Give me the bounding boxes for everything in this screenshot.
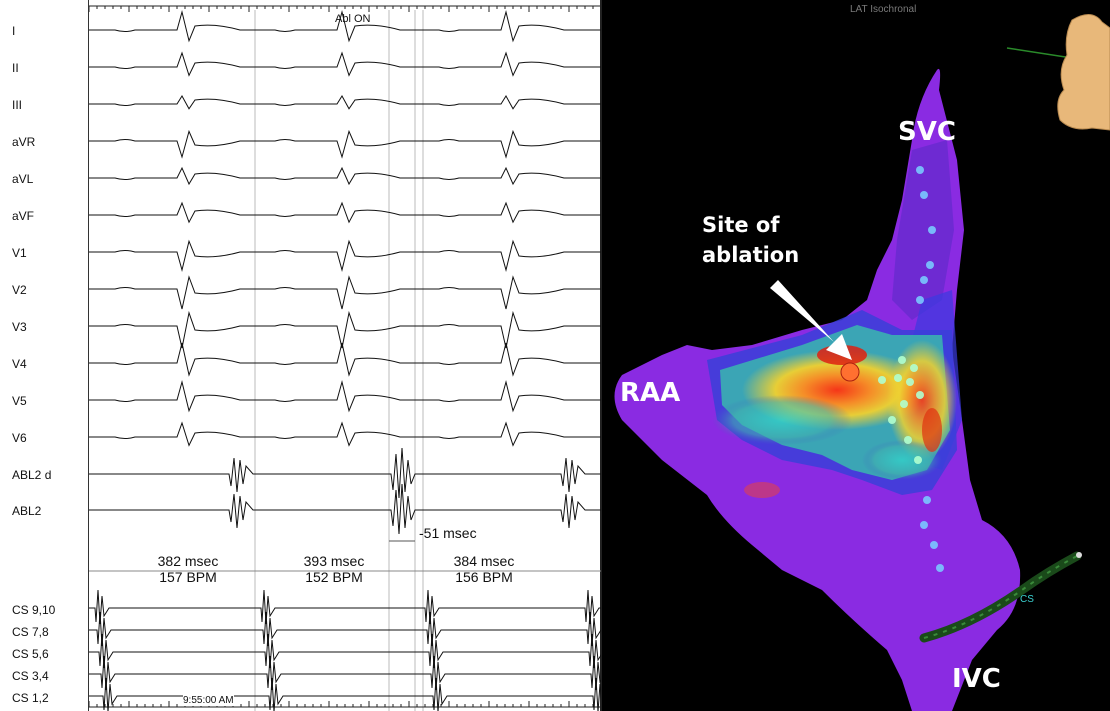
lead-label-III: III: [12, 98, 23, 112]
lead-label-V6: V6: [12, 431, 27, 445]
ecg-trace-9: [89, 342, 601, 377]
lead-label-cs910: CS 9,10: [12, 603, 56, 617]
cs-trace-4: [89, 677, 601, 711]
lead-label-V4: V4: [12, 357, 27, 371]
orientation-figure: [1057, 14, 1110, 131]
interval-1-msec: 382 msec: [157, 553, 219, 569]
atrium-map-svg: LAT Isochronal: [614, 4, 1110, 711]
interval-1: 382 msec 157 BPM: [133, 553, 243, 585]
map-header: LAT Isochronal: [850, 4, 916, 15]
interval-2-bpm: 152 BPM: [305, 569, 363, 585]
abl-trace-1: [89, 483, 601, 535]
lead-labels: I II III aVR aVL aVF V1 V2 V3 V4 V5 V6 A…: [0, 0, 88, 711]
activation-map: LAT Isochronal: [602, 0, 1110, 711]
site-label-line2: ablation: [702, 243, 800, 267]
ecg-trace-7: [89, 275, 601, 310]
lead-label-I: I: [12, 24, 16, 38]
ecg-panel: Abl ON -51 msec 382 msec 157 BPM 393 mse…: [88, 0, 602, 711]
ecg-trace-5: [89, 201, 601, 224]
lead-label-cs34: CS 3,4: [12, 669, 49, 683]
abl-trace-0: [89, 447, 601, 499]
mapping-points: [916, 166, 944, 572]
ecg-trace-10: [89, 380, 601, 413]
ecg-trace-2: [89, 95, 601, 110]
site-of-ablation-label: Site of ablation: [702, 210, 799, 270]
lead-label-V1: V1: [12, 246, 27, 260]
ecg-trace-11: [89, 421, 601, 447]
ecg-trace-0: [89, 10, 601, 43]
interval-3: 384 msec 156 BPM: [429, 553, 539, 585]
interval-2: 393 msec 152 BPM: [279, 553, 389, 585]
lead-label-II: II: [12, 61, 19, 75]
lead-label-aVF: aVF: [12, 209, 35, 223]
lead-label-aVR: aVR: [12, 135, 36, 149]
ecg-traces: [89, 5, 601, 711]
lead-label-aVL: aVL: [12, 172, 34, 186]
cs-trace-3: [89, 655, 601, 691]
cs-label: CS: [1020, 594, 1034, 605]
interval-3-msec: 384 msec: [453, 553, 515, 569]
interval-1-bpm: 157 BPM: [159, 569, 217, 585]
ecg-trace-4: [89, 166, 601, 186]
ecg-trace-3: [89, 129, 601, 159]
ablation-site-marker: [840, 362, 860, 382]
site-label-line1: Site of: [702, 213, 780, 237]
cs-trace-2: [89, 633, 601, 669]
svc-label: SVC: [898, 117, 956, 147]
lead-label-cs78: CS 7,8: [12, 625, 49, 639]
interval-2-msec: 393 msec: [303, 553, 365, 569]
lead-label-abl2: ABL2: [12, 504, 42, 518]
ablation-arrow: [770, 280, 852, 360]
lead-label-cs56: CS 5,6: [12, 647, 49, 661]
lead-label-V2: V2: [12, 283, 27, 297]
raa-label: RAA: [620, 378, 681, 408]
interval-3-bpm: 156 BPM: [455, 569, 513, 585]
ecg-trace-6: [89, 239, 601, 272]
lead-label-V5: V5: [12, 394, 27, 408]
timing-label: -51 msec: [419, 525, 477, 541]
abl-on-marker: Abl ON: [335, 13, 371, 25]
mapping-points-cluster: [878, 356, 924, 464]
cs-trace-1: [89, 611, 601, 647]
time-stamp: 9:55:00 AM: [183, 695, 234, 706]
ivc-label: IVC: [952, 664, 1001, 694]
cs-trace-0: [89, 589, 601, 625]
ecg-trace-8: [89, 310, 601, 349]
lead-label-abl2d: ABL2 d: [12, 468, 52, 482]
lead-label-cs12: CS 1,2: [12, 691, 49, 705]
lead-label-V3: V3: [12, 320, 27, 334]
ecg-trace-1: [89, 51, 601, 77]
